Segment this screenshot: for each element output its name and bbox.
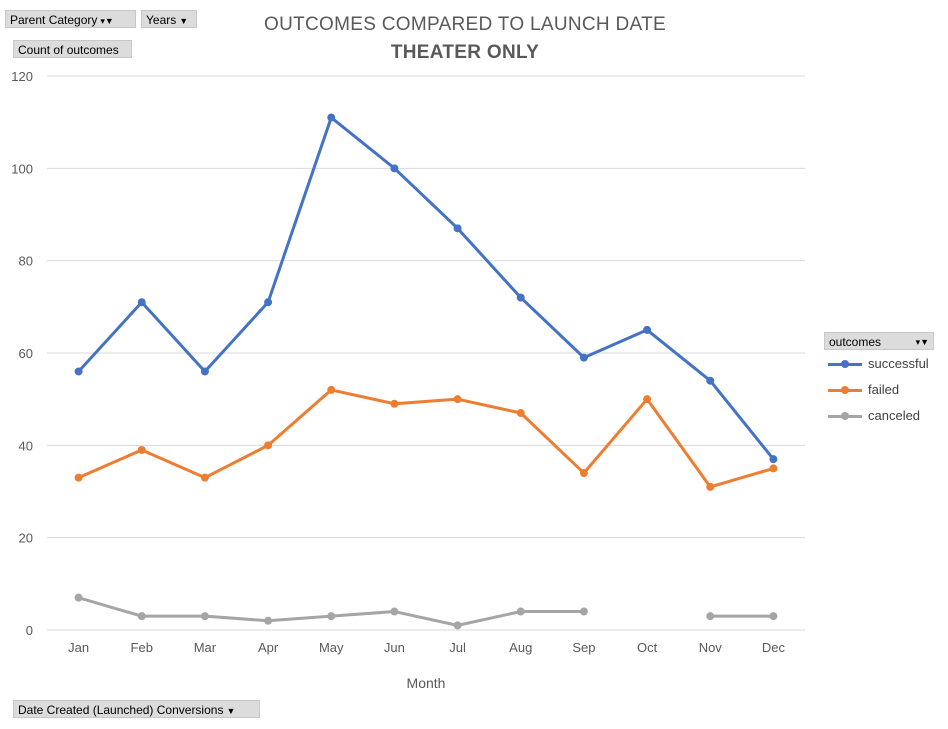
legend-label-canceled: canceled: [868, 408, 921, 423]
data-point-successful: [137, 298, 146, 307]
x-tick-label: Mar: [194, 640, 217, 655]
data-point-successful: [200, 367, 209, 376]
outcomes-legend-label: outcomes: [829, 335, 882, 349]
y-tick-label: 80: [19, 254, 33, 269]
data-point-successful: [643, 325, 652, 334]
data-point-failed: [137, 445, 146, 454]
filter-icon: ▾▼: [100, 16, 114, 26]
y-tick-label: 40: [19, 438, 33, 453]
date-created-field-button[interactable]: Date Created (Launched) Conversions ▼: [13, 700, 260, 718]
data-point-failed: [579, 469, 588, 478]
data-point-canceled: [264, 616, 273, 625]
x-tick-label: Nov: [699, 640, 723, 655]
dropdown-arrow-icon: ▼: [226, 706, 236, 716]
data-point-failed: [264, 441, 273, 450]
data-point-failed: [769, 464, 778, 473]
count-of-outcomes-label: Count of outcomes: [18, 43, 119, 57]
y-tick-label: 0: [26, 623, 33, 638]
data-point-canceled: [390, 607, 399, 616]
data-point-failed: [643, 395, 652, 404]
x-tick-label: Jan: [68, 640, 89, 655]
x-axis-title: Month: [406, 675, 446, 691]
data-point-failed: [200, 473, 209, 482]
outcomes-legend-filter-button[interactable]: outcomes ▾▼: [824, 332, 934, 350]
legend-label-failed: failed: [868, 382, 900, 397]
data-point-successful: [327, 113, 336, 122]
y-tick-label: 120: [11, 69, 33, 84]
data-point-canceled: [706, 612, 715, 621]
data-point-successful: [74, 367, 83, 376]
date-created-label: Date Created (Launched) Conversions: [18, 703, 224, 717]
data-point-canceled: [200, 612, 209, 621]
data-point-failed: [706, 482, 715, 491]
data-point-canceled: [74, 593, 83, 602]
x-tick-label: Feb: [131, 640, 153, 655]
y-tick-label: 60: [19, 346, 33, 361]
x-tick-label: Apr: [258, 640, 279, 655]
data-point-failed: [390, 399, 399, 408]
data-point-successful: [453, 224, 462, 233]
legend-marker-canceled: [841, 412, 849, 420]
parent-category-filter-button[interactable]: Parent Category ▾▼: [5, 10, 136, 28]
data-point-failed: [74, 473, 83, 482]
data-point-canceled: [579, 607, 588, 616]
years-filter-button[interactable]: Years ▼: [141, 10, 197, 28]
data-point-successful: [579, 353, 588, 362]
count-of-outcomes-field-button[interactable]: Count of outcomes: [13, 40, 132, 58]
y-tick-label: 100: [11, 161, 33, 176]
x-tick-label: May: [319, 640, 344, 655]
series-line-successful: [77, 116, 775, 461]
data-point-failed: [453, 395, 462, 404]
data-point-successful: [264, 298, 273, 307]
data-point-canceled: [327, 612, 336, 621]
data-point-successful: [516, 293, 525, 302]
legend-label-successful: successful: [868, 356, 929, 371]
years-label: Years: [146, 13, 177, 27]
data-point-canceled: [453, 621, 462, 630]
x-tick-label: Aug: [509, 640, 532, 655]
x-tick-label: Dec: [762, 640, 786, 655]
x-tick-label: Sep: [572, 640, 595, 655]
filter-icon: ▾▼: [915, 337, 929, 347]
parent-category-label: Parent Category: [10, 13, 98, 27]
legend-marker-successful: [841, 360, 849, 368]
data-point-canceled: [516, 607, 525, 616]
series-line-failed: [77, 388, 774, 489]
y-tick-label: 20: [19, 531, 33, 546]
dropdown-arrow-icon: ▼: [179, 16, 189, 26]
data-point-failed: [516, 409, 525, 418]
legend-marker-failed: [841, 386, 849, 394]
data-point-successful: [769, 455, 778, 464]
data-point-successful: [706, 376, 715, 385]
chart-subtitle: THEATER ONLY: [390, 42, 540, 63]
data-point-successful: [390, 164, 399, 173]
data-point-canceled: [769, 612, 778, 621]
x-tick-label: Jun: [384, 640, 405, 655]
series-line-canceled: [78, 596, 584, 627]
data-point-failed: [327, 385, 336, 394]
data-point-canceled: [137, 612, 146, 621]
x-tick-label: Jul: [449, 640, 466, 655]
chart-title: OUTCOMES COMPARED TO LAUNCH DATE: [264, 14, 666, 35]
x-tick-label: Oct: [637, 640, 658, 655]
